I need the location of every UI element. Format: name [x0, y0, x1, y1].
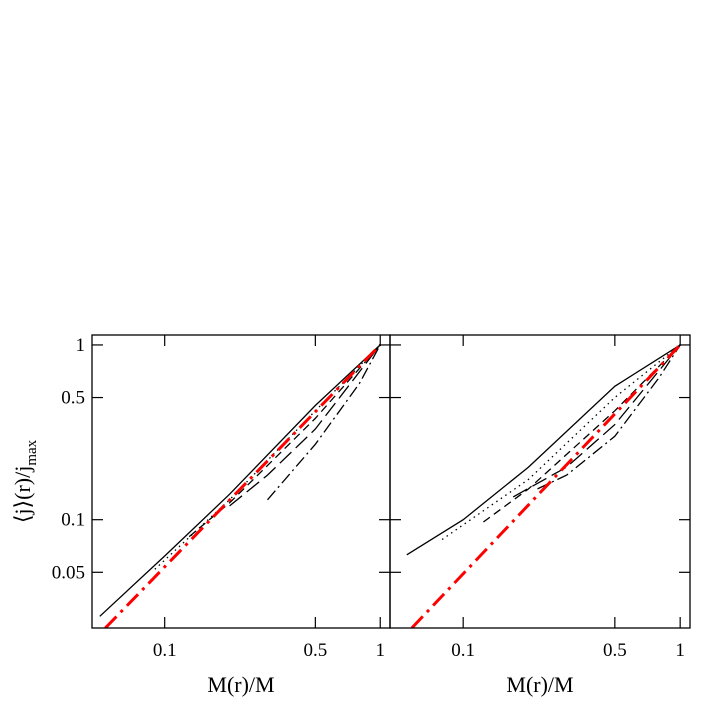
x-tick-label: 0.1 [451, 640, 475, 661]
y-tick-label: 0.1 [61, 510, 85, 531]
series-line [441, 344, 681, 541]
y-tick-label: 0.05 [52, 562, 85, 583]
series-line [537, 344, 681, 490]
y-tick-label: 1 [76, 335, 86, 356]
series-line [410, 343, 682, 628]
series-line [512, 344, 681, 498]
series-line [406, 344, 681, 556]
plot-lines [406, 343, 682, 628]
x-tick-label: 0.5 [303, 640, 327, 661]
x-tick-label: 0.5 [603, 640, 627, 661]
series-line [229, 344, 381, 507]
x-tick-label: 1 [675, 640, 685, 661]
x-tick-label: 0.1 [153, 640, 177, 661]
y-axis-label-main: ⟨j⟩(r)/j [10, 466, 35, 523]
series-line [99, 344, 381, 617]
x-tick-label: 1 [375, 640, 385, 661]
series-line [267, 344, 381, 501]
plot-lines [99, 343, 382, 628]
x-axis-label: M(r)/M [506, 672, 573, 697]
x-axis-label: M(r)/M [207, 672, 274, 697]
series-line [188, 344, 381, 538]
y-axis-label-sub: max [24, 439, 40, 465]
y-tick-label: 0.5 [61, 388, 85, 409]
series-line [104, 343, 382, 628]
y-axis-label: ⟨j⟩(r)/jmax [10, 439, 40, 523]
plot-frame [389, 334, 691, 629]
series-line [483, 344, 681, 523]
